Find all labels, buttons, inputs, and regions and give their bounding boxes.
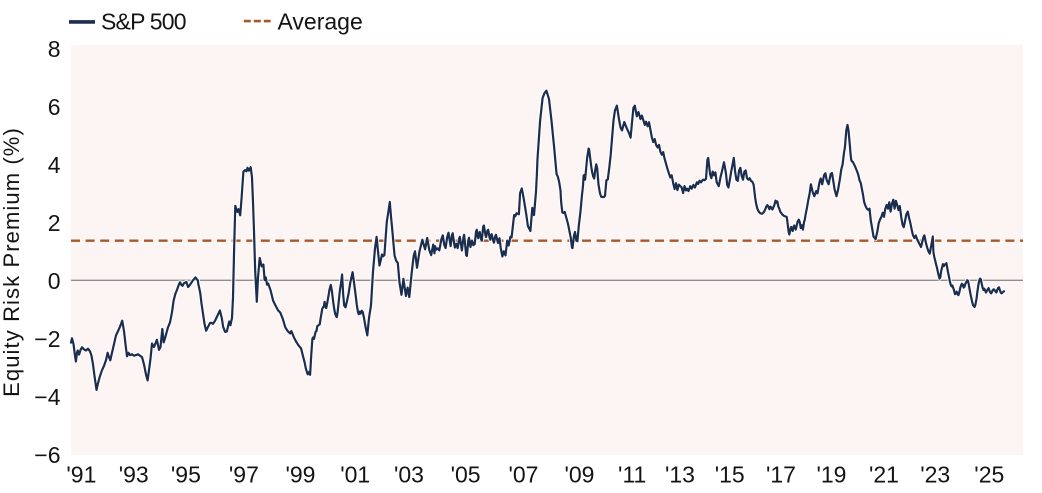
svg-text:4: 4 [48,152,61,178]
svg-text:−4: −4 [34,384,60,410]
svg-text:0: 0 [48,268,61,294]
svg-text:'25: '25 [974,461,1004,487]
svg-text:6: 6 [48,94,61,120]
svg-text:'97: '97 [229,461,259,487]
svg-text:'93: '93 [119,461,149,487]
svg-text:'99: '99 [286,461,316,487]
svg-text:'05: '05 [451,461,481,487]
svg-text:'15: '15 [715,461,745,487]
svg-text:2: 2 [48,210,61,236]
svg-text:Average: Average [278,9,363,35]
svg-text:'09: '09 [565,461,595,487]
svg-text:'07: '07 [509,461,539,487]
svg-text:'01: '01 [340,461,370,487]
svg-text:'21: '21 [869,461,899,487]
svg-text:'19: '19 [817,461,847,487]
svg-text:8: 8 [48,36,61,62]
svg-text:'23: '23 [920,461,950,487]
svg-text:S&P 500: S&P 500 [101,9,186,35]
svg-text:'17: '17 [766,461,796,487]
svg-text:'91: '91 [66,461,96,487]
svg-text:−2: −2 [34,326,60,352]
svg-text:'11: '11 [618,461,646,487]
svg-text:Equity Risk Premium (%): Equity Risk Premium (%) [0,127,24,397]
svg-text:'03: '03 [394,461,424,487]
svg-text:−6: −6 [34,442,60,468]
svg-text:'13: '13 [665,461,695,487]
svg-text:'95: '95 [171,461,201,487]
